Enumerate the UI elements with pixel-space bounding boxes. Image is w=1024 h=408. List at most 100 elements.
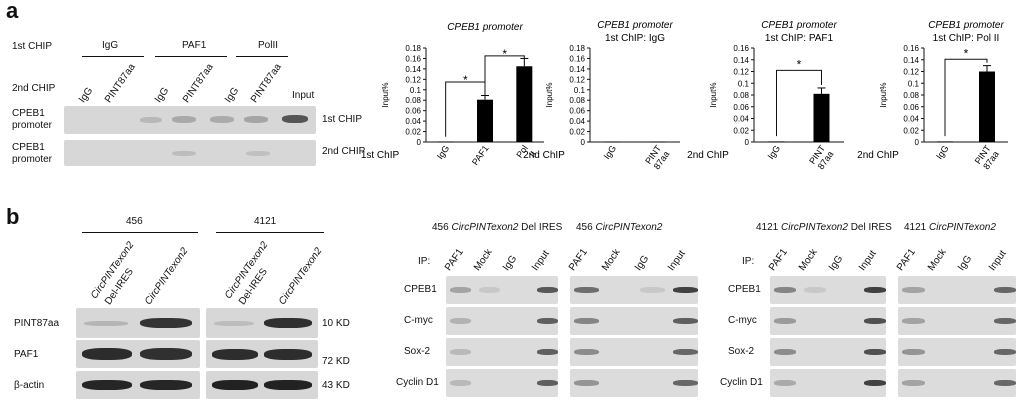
chip-band [993,380,1016,386]
blot2-label: CPEB1 promoter [12,142,53,165]
chip-blot [770,338,886,366]
bar [937,141,953,143]
y-tick-label: 0.06 [569,107,585,116]
x-tick-label: PINT87aa [807,143,835,172]
group-igg-line [82,56,144,57]
sig-star: * [463,73,468,87]
chip-blot [770,369,886,397]
chip-band [450,287,471,293]
chart-title: CPEB1 promoter [597,20,673,31]
chip-lane-label: Mock [471,247,495,273]
chip-row-label: C-myc [728,315,757,326]
chart-title: CPEB1 promoter [928,20,1004,31]
chip-band [450,349,471,355]
chip-lane-label: PAF1 [442,246,466,273]
row2-label: 2nd CHIP [12,83,56,94]
y-tick-label: 0 [581,138,586,147]
wb-blot [76,308,200,338]
chip-band [640,287,665,293]
kd-marker: 43 KD [322,380,350,391]
chip-blot [446,307,558,335]
y-tick-label: 0 [915,138,920,147]
chip-band [574,287,599,293]
chip-lane-label: PAF1 [766,246,790,273]
panel-letter-a: a [6,0,19,23]
bar-charts: CPEB1 promoter00.020.040.060.080.10.120.… [361,20,1008,172]
y-tick-label: 0.12 [405,75,421,84]
chip-row-label: CPEB1 [404,284,437,295]
chip-lane-label: IgG [826,253,846,273]
y-tick-label: 0.18 [569,44,585,53]
chip-lane-label: Input [665,248,688,273]
chip-lane-label: Input [856,248,879,273]
chip-lane-label: IgG [632,253,652,273]
wb-blot [76,340,200,368]
group-igg: IgG [102,40,119,51]
sig-bracket [944,58,988,137]
blot1-label: CPEB1 promoter [12,108,53,131]
chip-blot-1 [64,106,316,134]
y-tick-label: 0.18 [405,44,421,53]
wb-row-label: PINT87aa [14,318,60,329]
group-paf1-line [155,56,227,57]
chip-band [537,349,558,355]
y-tick-label: 0 [745,138,750,147]
y-tick-label: 0.16 [733,44,749,53]
y-tick-label: 0.1 [908,79,920,88]
chip-band [673,349,698,355]
group-polii-line [236,56,288,57]
wb-blot [206,340,318,368]
wb-row-label: PAF1 [14,349,39,360]
chip-blot-2 [64,140,316,166]
chip-lane-label: PAF1 [566,246,590,273]
y-tick-label: 0.14 [733,56,749,65]
bar [437,141,454,143]
y-axis-label: Input% [381,83,390,108]
chip-lane-label: Mock [796,247,820,273]
ip-label: IP: [418,256,431,267]
chip-blot [570,369,698,397]
chip-blot [770,307,886,335]
chip-band [993,349,1016,355]
y-tick-label: 0.06 [405,107,421,116]
chip-blot [570,276,698,304]
chip-lane-label: Input [529,248,552,273]
y-tick-label: 0.1 [574,86,586,95]
chip-band [673,318,698,324]
chip-band [450,380,471,386]
chip-blot [898,307,1016,335]
bar [516,66,533,142]
chip-title: 456 CircPINTexon2 Del IRES [432,222,563,233]
chip-title: 4121 CircPINTexon2 Del IRES [756,222,892,233]
y-tick-label: 0.02 [569,128,585,137]
chip-band [574,380,599,386]
y-tick-label: 0.08 [569,96,585,105]
chip-row-label: Cyclin D1 [396,377,439,388]
y-tick-label: 0.1 [410,86,422,95]
group-paf1: PAF1 [182,40,207,51]
chip-blot [570,307,698,335]
chip-band [864,318,886,324]
y-tick-label: 0.02 [405,128,421,137]
lane-label: IgG [76,85,96,105]
input-label: Input [292,90,315,101]
bar [768,141,785,143]
y-tick-label: 0.02 [733,126,749,135]
chip-band [450,318,471,324]
y-tick-label: 0.1 [738,79,750,88]
sig-bracket [776,69,822,137]
wb-row-label: β-actin [14,380,45,391]
kd-marker: 10 KD [322,318,350,329]
chip-blot [898,369,1016,397]
wb-blot [206,308,318,338]
lane-label: PINT87aa [180,61,216,105]
y-tick-label: 0.08 [733,91,749,100]
cell-line-4121: 4121 [254,216,277,227]
chip-band [673,380,698,386]
chip-band [902,380,925,386]
chip-blot [446,369,558,397]
chip-title: 4121 CircPINTexon2 [904,222,996,233]
sig-bracket [484,55,525,82]
row1-label: 1st CHIP [12,41,53,52]
chip-band [804,287,826,293]
